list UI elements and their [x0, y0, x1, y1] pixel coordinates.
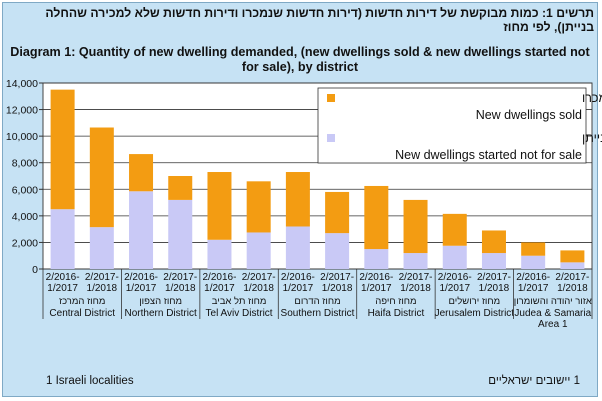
x-tick-label: 2/2016-: [203, 272, 237, 283]
bar-sold: [403, 199, 428, 254]
bar-not-for-sale: [89, 227, 114, 269]
bar-not-for-sale: [285, 226, 310, 269]
y-tick-label: 10,000: [6, 131, 38, 143]
district-label-english: Jerusalem District: [435, 308, 515, 319]
x-tick-label: 1/2018: [87, 283, 118, 294]
bar-not-for-sale: [403, 253, 428, 269]
y-tick-label: 2,000: [12, 237, 38, 249]
x-tick-label: 2/2017-: [399, 272, 433, 283]
legend-box: [317, 87, 587, 164]
x-tick-label: 1/2017: [518, 283, 549, 294]
chart-title-english-line2: for sale), by district: [241, 60, 359, 74]
x-tick-label: 2/2016-: [516, 272, 550, 283]
bar-not-for-sale: [207, 239, 232, 269]
footnote-english: 1 Israeli localities: [46, 375, 134, 387]
y-tick-label: 14,000: [6, 78, 38, 90]
legend-label-english: New dwellings started not for sale: [395, 148, 582, 162]
x-tick-label: 2/2017-: [555, 272, 589, 283]
district-label-hebrew: מחוז תל אביב: [212, 295, 267, 307]
x-tick-label: 1/2018: [243, 283, 274, 294]
legend-label-english: New dwellings sold: [476, 108, 582, 122]
district-label-english: Tel Aviv District: [206, 308, 273, 319]
district-label-english: Northern District: [125, 308, 197, 319]
x-tick-label: 1/2017: [126, 283, 157, 294]
district-label-hebrew: מחוז חיפה: [375, 296, 416, 307]
x-tick-label: 1/2018: [322, 283, 353, 294]
y-tick-label: 4,000: [12, 211, 38, 223]
x-tick-label: 1/2018: [557, 283, 588, 294]
x-tick-label: 1/2017: [47, 283, 78, 294]
legend-label-hebrew: דירות חדשות שנמכרו: [582, 91, 602, 105]
district-label-english: Judea & Samaria: [514, 308, 591, 319]
bar-not-for-sale: [168, 199, 193, 269]
legend-swatch: [327, 94, 335, 102]
bar-sold: [325, 191, 350, 234]
x-tick-label: 2/2016-: [124, 272, 158, 283]
bar-not-for-sale: [325, 233, 350, 269]
x-tick-label: 2/2016-: [359, 272, 393, 283]
y-tick-label: 12,000: [6, 105, 38, 117]
bar-sold: [364, 185, 389, 250]
bar-not-for-sale: [364, 249, 389, 269]
footnote-hebrew: 1 יישובים ישראליים: [488, 375, 580, 387]
district-label-hebrew: מחוז הצפון: [139, 296, 182, 307]
x-tick-label: 1/2018: [400, 283, 431, 294]
bar-sold: [50, 89, 75, 210]
y-tick-label: 8,000: [12, 158, 38, 170]
x-tick-label: 1/2017: [361, 283, 392, 294]
district-label-hebrew: מחוז ירושלים: [449, 295, 501, 307]
bar-not-for-sale: [442, 245, 467, 269]
x-tick-label: 2/2017-: [242, 272, 276, 283]
bar-sold: [285, 172, 310, 227]
bar-sold: [129, 154, 154, 192]
bar-sold: [560, 250, 585, 263]
district-label-hebrew: אזור יהודה והשומרון: [514, 296, 592, 307]
bar-not-for-sale: [50, 209, 75, 269]
district-label-english: Central District: [49, 308, 115, 319]
bar-sold: [521, 242, 546, 256]
x-tick-label: 1/2018: [165, 283, 196, 294]
x-tick-label: 2/2016-: [46, 272, 80, 283]
x-tick-label: 2/2017-: [85, 272, 119, 283]
district-label-hebrew: מחוז המרכז: [59, 296, 105, 307]
chart-title-english: Diagram 1: Quantity of new dwelling dema…: [6, 45, 594, 75]
legend-swatch: [327, 134, 335, 142]
legend-label-hebrew: דירות חדשות שלא למכירה שהחלה בנייתן: [582, 131, 602, 145]
district-label-english: Haifa District: [368, 308, 425, 319]
chart-title-hebrew: תרשים 1: כמות מבוקשת של דירות חדשות (דיר…: [45, 6, 594, 34]
bar-not-for-sale: [129, 191, 154, 269]
district-label-english-line2: Area 1: [538, 319, 568, 330]
bar-sold: [89, 127, 114, 228]
x-tick-label: 2/2017-: [320, 272, 354, 283]
bar-not-for-sale: [560, 262, 585, 269]
y-tick-label: 0: [32, 264, 38, 276]
district-label-hebrew: מחוז הדרום: [294, 296, 340, 307]
x-tick-label: 1/2017: [283, 283, 314, 294]
x-tick-label: 2/2017-: [163, 272, 197, 283]
bar-not-for-sale: [521, 255, 546, 269]
bar-sold: [442, 213, 467, 246]
x-tick-label: 2/2016-: [438, 272, 472, 283]
chart-title-english-line1: Diagram 1: Quantity of new dwelling dema…: [10, 45, 590, 59]
x-tick-label: 2/2016-: [281, 272, 315, 283]
bar-sold: [207, 172, 232, 240]
bar-sold: [168, 176, 193, 200]
district-label-english: Southern District: [281, 308, 355, 319]
bar-sold: [481, 230, 506, 254]
y-tick-label: 6,000: [12, 184, 38, 196]
bar-not-for-sale: [481, 253, 506, 269]
x-tick-label: 1/2018: [479, 283, 510, 294]
x-tick-label: 1/2017: [204, 283, 235, 294]
x-tick-label: 1/2017: [439, 283, 470, 294]
bar-sold: [246, 181, 271, 233]
bar-not-for-sale: [246, 232, 271, 269]
x-tick-label: 2/2017-: [477, 272, 511, 283]
